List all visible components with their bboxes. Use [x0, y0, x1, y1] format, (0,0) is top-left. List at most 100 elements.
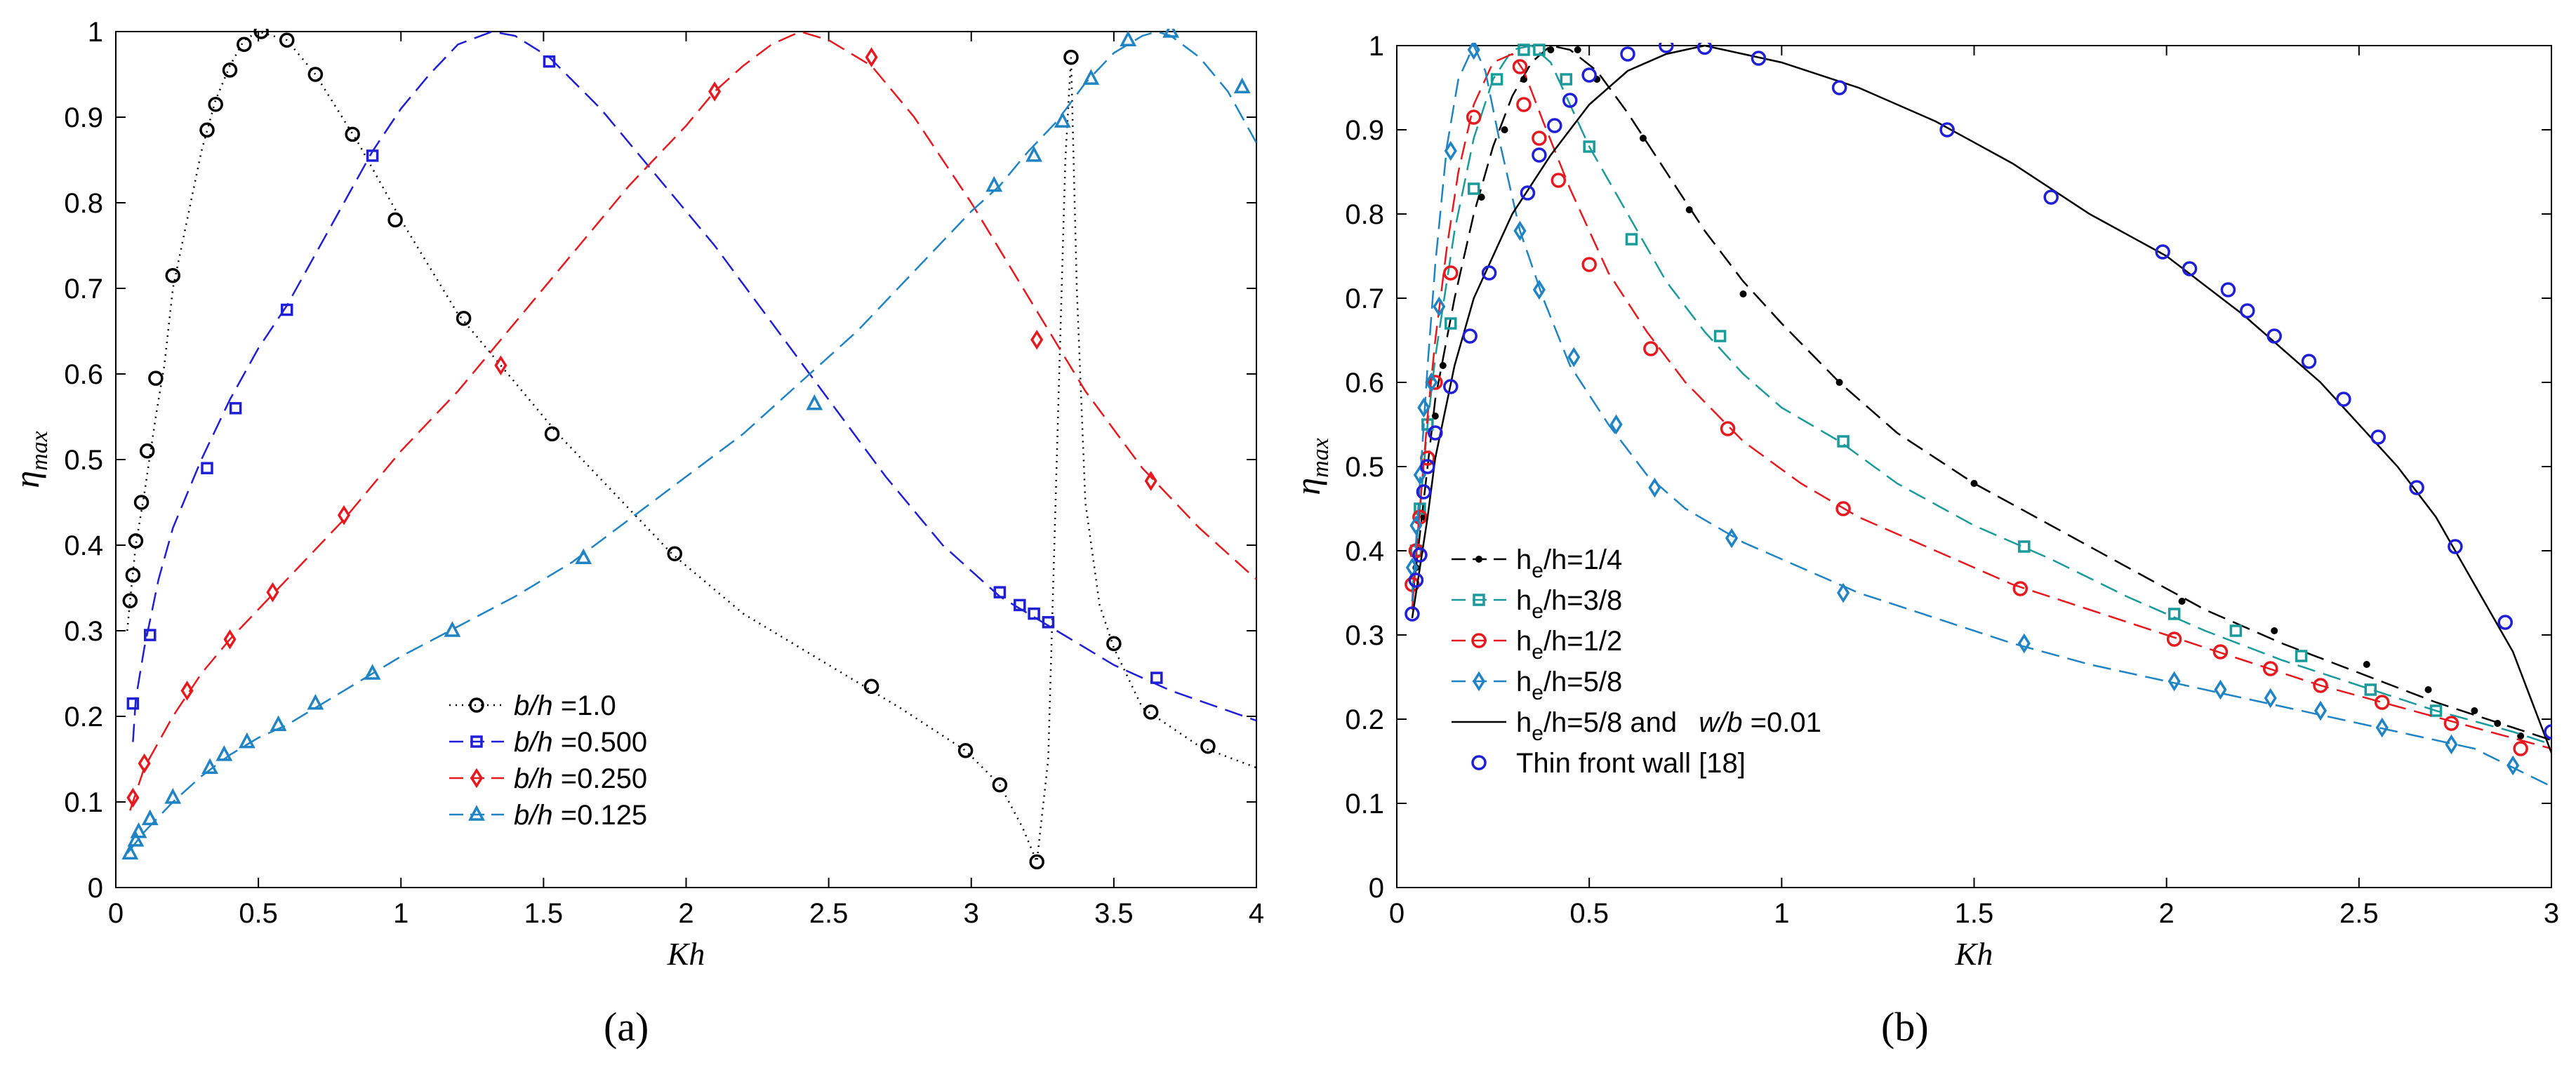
data-point-diamond [2167, 671, 2181, 692]
series-line [126, 30, 1256, 862]
data-point-triangle [444, 621, 461, 637]
data-point-triangle [238, 732, 255, 749]
x-tick-label: 3 [964, 898, 979, 929]
series-line [1411, 44, 2551, 742]
data-point-square [1625, 233, 1638, 246]
x-tick-label: 2.5 [2339, 898, 2379, 929]
data-point-square [2018, 540, 2031, 553]
data-point-circle [2409, 480, 2424, 495]
legend-marker-circle [1471, 755, 1487, 770]
y-tick-label: 0.1 [64, 787, 103, 818]
y-tick-label: 0.9 [64, 102, 103, 133]
data-point-circle [2513, 741, 2528, 756]
data-point-square [1837, 435, 1850, 448]
data-point-diamond [223, 629, 237, 650]
data-point-circle [1835, 501, 1851, 516]
data-point-circle [345, 126, 360, 142]
legend-marker-dot [1475, 556, 1482, 563]
legend: he/h=1/4he/h=3/8he/h=1/2he/h=5/8he/h=5/8… [1452, 544, 1821, 779]
y-tick-label: 0.5 [64, 445, 103, 476]
data-point-diamond [2017, 633, 2031, 654]
data-point-circle [2262, 661, 2278, 676]
x-tick-label: 0 [108, 898, 124, 929]
data-point-triangle [1025, 146, 1043, 162]
data-point-triangle [1054, 112, 1071, 128]
legend-main: h [1516, 707, 1532, 738]
data-point-circle [253, 29, 269, 39]
y-tick-label: 0 [88, 873, 103, 904]
data-point-diamond [2375, 717, 2389, 738]
legend-sub: e [1532, 641, 1543, 664]
y-tick-label: 0.8 [64, 188, 103, 219]
data-point-circle [148, 370, 164, 386]
x-tick-label: 1 [1774, 898, 1789, 929]
legend-extra: =0.01 [1742, 707, 1821, 738]
data-point-triangle [1233, 77, 1251, 94]
data-point-square [1583, 140, 1595, 153]
x-tick-label: 0.5 [1569, 898, 1609, 929]
data-point-circle [1063, 49, 1079, 65]
data-point-diamond [1444, 140, 1457, 161]
data-point-diamond [1532, 279, 1546, 300]
legend-main: h [1516, 585, 1532, 616]
x-tick-label: 0 [1389, 898, 1405, 929]
data-point-circle [2043, 189, 2059, 205]
data-point-circle [1697, 43, 1713, 55]
plot-frame [115, 31, 1257, 888]
data-point-circle [2220, 282, 2236, 297]
data-point-circle [1143, 704, 1159, 720]
data-point-diamond [1567, 347, 1581, 368]
data-point-dot [1685, 206, 1693, 213]
legend-label: b/h =0.500 [514, 727, 647, 758]
data-point-circle [1939, 122, 1955, 138]
data-point-diamond [266, 582, 279, 603]
data-point-circle [992, 777, 1008, 793]
data-point-circle [1462, 328, 1478, 344]
legend-value: =0.250 [553, 763, 648, 794]
data-point-diamond [1144, 471, 1157, 491]
data-point-circle [1428, 425, 1443, 441]
y-tick-label: 1 [1369, 31, 1384, 62]
data-point-square [993, 586, 1007, 598]
y-tick-label: 0.7 [64, 274, 103, 305]
data-point-triangle [806, 394, 823, 410]
data-point-triangle [1162, 29, 1180, 38]
chart-panel-b: 0 0.5 1 1.5 2 2.5 3 0 0.1 0.2 0.3 0.4 0.5 0.6 0.7 0.8 0.… [1288, 31, 2559, 972]
legend-label: b/h =0.125 [514, 800, 647, 831]
panel-label-a: (a) [604, 1004, 649, 1050]
data-point-square [1713, 330, 1727, 342]
y-tick-label: 0 [1369, 873, 1384, 904]
data-point-circle [1516, 97, 1532, 112]
data-point-circle [1443, 265, 1459, 281]
data-point-circle [237, 36, 252, 53]
data-point-square [201, 462, 213, 474]
series-line [1411, 43, 2551, 788]
data-point-circle [863, 678, 879, 695]
data-point-dot [1574, 46, 1581, 53]
series-5 [1411, 44, 2551, 754]
y-tick-label: 0.5 [1345, 452, 1384, 483]
data-point-circle [1720, 421, 1736, 436]
legend-italic: b/h [514, 727, 553, 758]
series-3 [126, 30, 1256, 811]
series-line [129, 30, 1256, 811]
data-point-square [1150, 671, 1163, 684]
x-tick-label: 1.5 [1955, 898, 1994, 929]
legend-marker-circle [1471, 633, 1487, 648]
legend-label: b/h =0.250 [514, 763, 647, 794]
legend-rest: /h=1/4 [1543, 544, 1622, 575]
x-tick-label: 1 [393, 898, 409, 929]
data-point-square [1028, 607, 1040, 620]
legend-sub: e [1532, 600, 1543, 623]
data-point-triangle [164, 788, 182, 804]
legend-sub: e [1532, 681, 1543, 704]
x-tick-label: 2 [2159, 898, 2175, 929]
data-point-circle [2374, 695, 2390, 710]
x-axis-label: Kh [667, 936, 705, 972]
legend-italic: b/h [514, 763, 553, 794]
data-point-circle [139, 443, 155, 459]
data-point-circle [307, 67, 324, 82]
data-point-triangle [141, 809, 159, 826]
data-point-square [1490, 73, 1503, 86]
